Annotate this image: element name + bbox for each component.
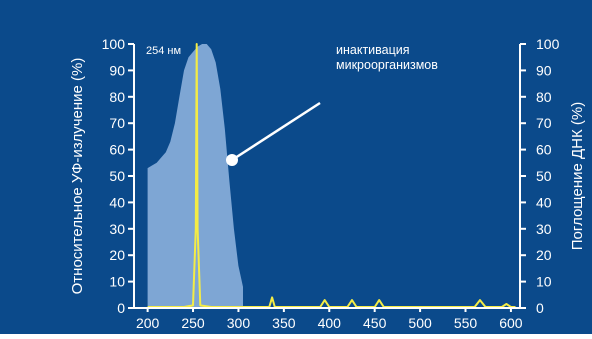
x-tick-label: 500 bbox=[408, 315, 432, 331]
right-y-ticks: 0 10 20 30 40 50 60 70 80 90 100 bbox=[520, 36, 560, 316]
right-y-tick-label: 60 bbox=[536, 142, 552, 158]
x-tick-label: 350 bbox=[272, 315, 296, 331]
left-y-tick-label: 70 bbox=[109, 115, 125, 131]
right-y-tick-label: 90 bbox=[536, 62, 552, 78]
right-y-tick-label: 20 bbox=[536, 247, 552, 263]
left-y-tick-label: 90 bbox=[109, 62, 125, 78]
callout-text-line-2: микроорганизмов bbox=[336, 58, 438, 72]
left-y-tick-label: 50 bbox=[109, 168, 125, 184]
left-y-tick-label: 40 bbox=[109, 194, 125, 210]
x-tick-label: 450 bbox=[363, 315, 387, 331]
left-y-tick-label: 10 bbox=[109, 274, 125, 290]
x-tick-label: 300 bbox=[227, 315, 251, 331]
peak-wavelength-label: 254 нм bbox=[146, 45, 181, 57]
left-y-tick-label: 60 bbox=[109, 142, 125, 158]
right-y-tick-label: 10 bbox=[536, 274, 552, 290]
right-y-tick-label: 50 bbox=[536, 168, 552, 184]
right-y-tick-label: 80 bbox=[536, 89, 552, 105]
right-y-tick-label: 30 bbox=[536, 221, 552, 237]
right-y-tick-label: 40 bbox=[536, 194, 552, 210]
right-y-tick-label: 70 bbox=[536, 115, 552, 131]
x-tick-label: 250 bbox=[181, 315, 205, 331]
right-y-tick-label: 100 bbox=[536, 36, 560, 52]
left-y-tick-label: 20 bbox=[109, 247, 125, 263]
left-y-tick-label: 0 bbox=[117, 300, 125, 316]
x-tick-label: 600 bbox=[499, 315, 523, 331]
callout-text-line-1: инактивация bbox=[336, 43, 410, 57]
uv-emission-line bbox=[147, 43, 516, 308]
left-y-tick-label: 80 bbox=[109, 89, 125, 105]
right-y-tick-label: 0 bbox=[536, 300, 544, 316]
inactivation-callout: инактивация микроорганизмов bbox=[226, 43, 438, 166]
left-y-axis-label: Относительное УФ-излучение (%) bbox=[69, 58, 86, 295]
x-tick-label: 200 bbox=[136, 315, 160, 331]
left-y-tick-label: 30 bbox=[109, 221, 125, 237]
callout-marker-dot bbox=[226, 154, 238, 166]
x-ticks: 200 250 300 350 400 450 500 550 600 bbox=[136, 308, 523, 331]
callout-leader-line bbox=[231, 101, 321, 162]
left-y-ticks: 0 10 20 30 40 50 60 70 80 90 100 bbox=[102, 36, 134, 316]
right-y-axis-label: Поглощение ДНК (%) bbox=[569, 102, 586, 250]
x-tick-label: 400 bbox=[318, 315, 342, 331]
left-y-tick-label: 100 bbox=[102, 36, 126, 52]
x-tick-label: 550 bbox=[454, 315, 478, 331]
plot-area bbox=[147, 43, 516, 308]
